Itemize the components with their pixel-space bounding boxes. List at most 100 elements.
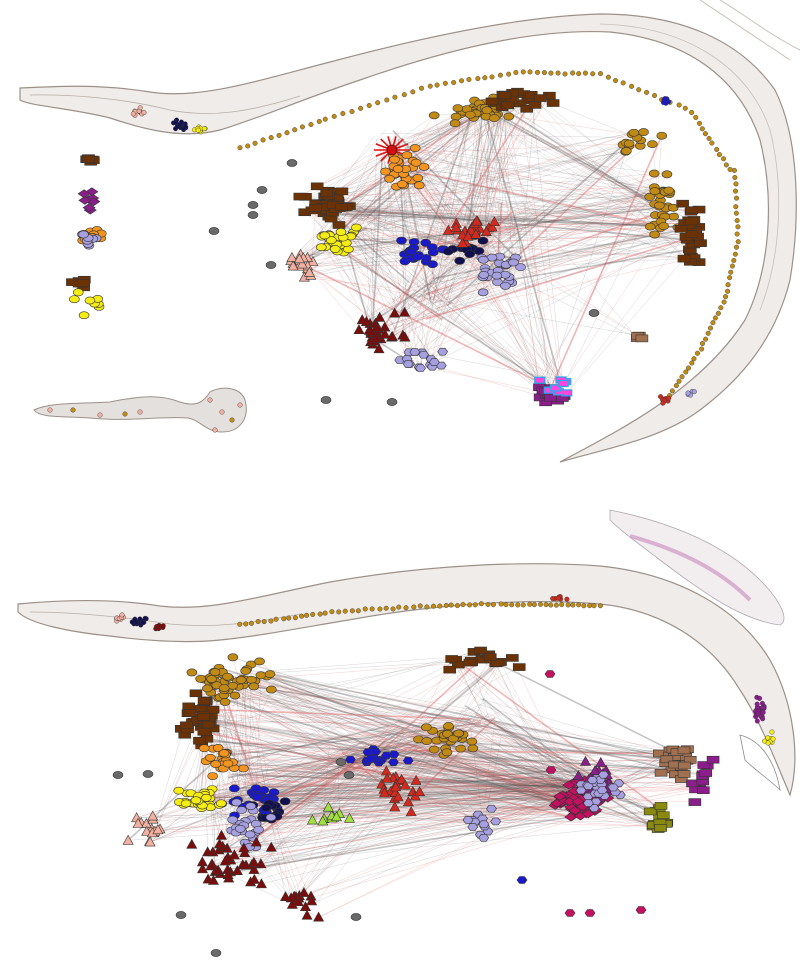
- synapse-edge: [455, 659, 561, 801]
- synapse-edge: [382, 191, 664, 203]
- synapse-edge: [408, 145, 685, 259]
- neuron-node: [581, 809, 595, 819]
- synapse-edge: [338, 666, 520, 762]
- synapse-edge: [483, 737, 502, 825]
- synapse-edge: [412, 104, 536, 168]
- neuron-node: [229, 691, 241, 700]
- synapse-edge: [394, 806, 571, 818]
- soma-dot: [591, 603, 597, 609]
- neuron-node: [310, 182, 324, 191]
- soma-dot: [534, 69, 540, 75]
- soma-dot: [685, 390, 691, 396]
- neuron-node: [478, 270, 490, 279]
- neuron-node: [351, 223, 362, 232]
- synapse-edge: [302, 263, 415, 353]
- soma-dot: [760, 705, 766, 711]
- synapse-edge: [350, 227, 678, 237]
- soma-dot: [292, 127, 298, 133]
- synapse-edge: [431, 236, 687, 310]
- synapse-edge: [545, 134, 633, 392]
- synapse-edge: [446, 108, 494, 313]
- synapse-edge: [519, 137, 638, 213]
- neuron-node: [335, 187, 349, 196]
- synapse-edge: [422, 297, 640, 336]
- neuron-node: [501, 101, 515, 110]
- neuron-node: [317, 815, 329, 826]
- neuron-node: [706, 755, 720, 764]
- bottom-nodes: [112, 594, 776, 957]
- synapse-edge: [352, 191, 670, 217]
- synapse-edge: [449, 661, 501, 737]
- synapse-edge: [391, 781, 576, 792]
- soma-dot: [308, 122, 314, 128]
- synapse-edge: [227, 728, 404, 764]
- synapse-edge: [421, 98, 512, 353]
- soma-dot: [729, 263, 735, 269]
- soma-dot: [419, 85, 425, 91]
- synapse-edge: [250, 774, 594, 820]
- neuron-node: [298, 886, 310, 897]
- synapse-edge: [252, 781, 703, 793]
- synapse-edge: [251, 766, 585, 781]
- synapse-edge: [232, 657, 427, 730]
- neuron-node: [450, 221, 462, 232]
- synapse-edge: [318, 800, 556, 918]
- synapse-edge: [237, 816, 571, 872]
- synapse-edge: [493, 111, 655, 205]
- neuron-node: [247, 201, 259, 209]
- soma-dot: [734, 195, 740, 201]
- neuron-node: [229, 784, 240, 793]
- synapse-edge: [234, 792, 548, 816]
- soma-dot: [377, 606, 383, 612]
- synapse-edge: [323, 212, 685, 229]
- synapse-edge: [391, 141, 655, 235]
- soma-dot: [555, 595, 561, 601]
- neuron-node: [410, 158, 422, 167]
- neuron-node: [396, 180, 408, 189]
- synapse-edge: [337, 767, 576, 809]
- neuron-node: [697, 761, 711, 769]
- synapse-edge: [420, 103, 507, 309]
- neuron-node: [142, 770, 154, 778]
- synapse-edge: [337, 230, 449, 252]
- synapse-edge: [405, 168, 655, 192]
- neuron-node: [205, 860, 217, 871]
- neuron-node: [490, 817, 502, 826]
- neuron-node: [379, 328, 391, 339]
- soma-dot: [564, 596, 570, 602]
- synapse-edge: [208, 724, 272, 820]
- synapse-edge: [425, 235, 695, 320]
- synapse-edge: [201, 745, 396, 788]
- synapse-edge: [232, 725, 389, 764]
- synapse-edge: [451, 658, 489, 722]
- synapse-edge: [480, 118, 495, 230]
- soma-dot: [735, 239, 741, 245]
- synapse-edge: [356, 758, 700, 789]
- synapse-edge: [392, 253, 496, 337]
- neuron-node: [222, 672, 233, 681]
- synapse-edge: [224, 752, 555, 799]
- synapse-edge: [303, 735, 456, 893]
- neuron-node: [250, 784, 262, 793]
- neuron-node: [69, 295, 80, 304]
- synapse-edge: [423, 265, 506, 355]
- synapse-edge: [404, 132, 634, 176]
- synapse-edge: [409, 95, 550, 317]
- synapse-edge: [205, 720, 601, 780]
- synapse-edge: [532, 200, 661, 225]
- synapse-edge: [413, 143, 653, 295]
- neuron-node: [418, 350, 430, 359]
- synapse-edge: [272, 654, 489, 778]
- soma-dot: [531, 602, 537, 608]
- synapse-edge: [326, 203, 515, 231]
- neuron-node: [607, 783, 619, 792]
- synapse-edge: [207, 724, 245, 770]
- synapse-edge: [495, 115, 514, 261]
- soma-dot: [652, 93, 658, 99]
- synapse-edge: [471, 731, 688, 761]
- neuron-node: [442, 224, 454, 235]
- soma-dot: [527, 601, 533, 607]
- synapse-edge: [349, 145, 376, 207]
- synapse-edge: [455, 659, 487, 723]
- synapse-edge: [242, 823, 655, 865]
